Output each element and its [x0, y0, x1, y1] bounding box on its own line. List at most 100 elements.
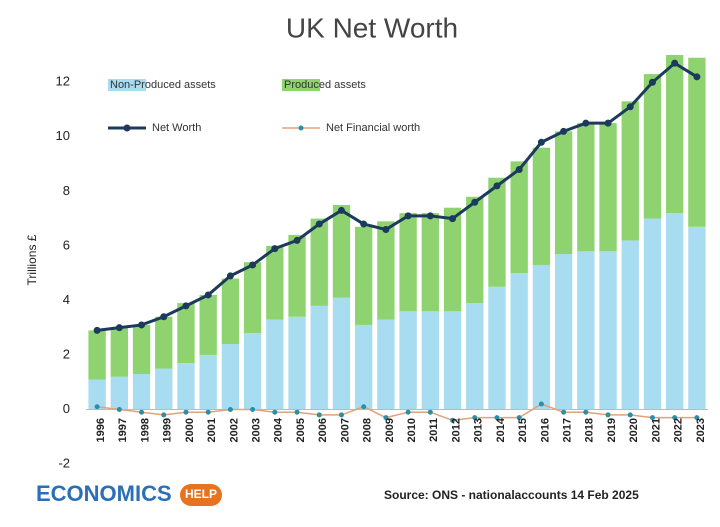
y-tick-label: 10	[56, 128, 70, 143]
bar-segment	[488, 286, 506, 410]
bar-segment	[243, 262, 262, 334]
y-tick-label: 8	[63, 183, 70, 198]
bar-segment	[621, 240, 639, 410]
bar-segment	[377, 319, 395, 410]
bar-segment	[688, 57, 706, 227]
y-tick-label: -2	[58, 455, 70, 470]
logo-text: HELP	[185, 487, 217, 501]
bar-segment	[554, 131, 573, 255]
bar-segment	[532, 147, 551, 265]
bar-segment	[177, 303, 195, 364]
point	[404, 212, 412, 220]
legend-label: Non-Produced assets	[110, 79, 216, 91]
x-tick-label: 2020	[628, 418, 640, 442]
point	[315, 220, 323, 228]
point	[648, 78, 656, 86]
bar-segment	[132, 374, 151, 410]
point	[649, 415, 655, 421]
bar-segment	[266, 245, 284, 320]
point	[182, 302, 190, 310]
point	[426, 212, 434, 220]
x-tick-label: 2002	[228, 418, 240, 442]
point	[227, 406, 233, 412]
x-tick-label: 1996	[95, 418, 107, 442]
point	[627, 412, 633, 418]
point	[538, 401, 544, 407]
bar-segment	[666, 213, 684, 410]
x-tick-label: 2009	[384, 418, 396, 442]
bar-segment	[421, 213, 439, 312]
point	[671, 59, 679, 67]
point	[271, 245, 279, 253]
point	[626, 103, 634, 111]
legend-marker	[123, 124, 131, 132]
x-tick-label: 2008	[362, 418, 374, 442]
bar-segment	[599, 123, 617, 252]
logo-badge	[180, 484, 222, 506]
chart-title: UK Net Worth	[286, 12, 458, 43]
point	[338, 412, 344, 418]
bar-segment	[110, 327, 128, 377]
point	[160, 313, 168, 321]
source-note: Source: ONS - nationalaccounts 14 Feb 20…	[384, 488, 639, 502]
point	[605, 412, 611, 418]
legend-swatch	[108, 79, 146, 91]
bar-segment	[621, 101, 639, 241]
x-tick-label: 2000	[184, 418, 196, 442]
point	[204, 291, 212, 299]
bar-segment	[466, 196, 484, 304]
point	[361, 404, 367, 410]
x-tick-label: 2011	[428, 418, 440, 442]
x-tick-label: 2001	[206, 418, 218, 442]
point	[116, 406, 122, 412]
point	[226, 272, 234, 280]
point	[115, 324, 123, 332]
bar-segment	[88, 379, 106, 410]
x-tick-label: 2006	[317, 418, 329, 442]
bar-segment	[310, 218, 328, 306]
point	[582, 119, 590, 127]
x-tick-label: 2005	[295, 418, 307, 442]
point	[515, 166, 523, 174]
legend-label: Produced assets	[284, 79, 366, 91]
bar-segment	[88, 330, 106, 380]
bar-segment	[554, 254, 573, 410]
bar-segment	[399, 213, 417, 312]
point	[360, 220, 368, 228]
bar-segment	[132, 324, 151, 375]
bar-segment	[466, 303, 484, 410]
point	[383, 415, 389, 421]
bar-segment	[643, 218, 662, 410]
x-tick-label: 2004	[273, 417, 285, 442]
bar-segment	[421, 311, 439, 410]
bar-segment	[155, 316, 173, 369]
y-tick-label: 6	[63, 237, 70, 252]
point	[138, 321, 146, 329]
point	[694, 415, 700, 421]
bar-segment	[577, 123, 595, 252]
point	[516, 415, 522, 421]
y-axis-label: Trillions £	[25, 234, 39, 285]
x-tick-label: 2019	[606, 418, 618, 442]
point	[294, 409, 300, 415]
y-tick-label: 0	[63, 401, 70, 416]
point	[205, 409, 211, 415]
y-tick-label: 4	[63, 292, 70, 307]
x-tick-label: 2023	[695, 418, 707, 442]
x-tick-label: 2021	[650, 418, 662, 442]
bar-segment	[643, 74, 662, 219]
bar-segment	[666, 55, 684, 214]
legend-label: Net Worth	[152, 122, 201, 134]
x-tick-label: 2012	[450, 418, 462, 442]
bar-segment	[155, 368, 173, 410]
bar-segment	[488, 177, 506, 287]
bar-segment	[110, 376, 128, 410]
point	[272, 409, 278, 415]
y-tick-label: 12	[56, 74, 70, 89]
bar-segment	[221, 278, 240, 345]
point	[250, 406, 256, 412]
logo: ECONOMICS HELP	[36, 481, 222, 506]
series-line	[96, 61, 698, 332]
bar-segment	[532, 264, 551, 410]
